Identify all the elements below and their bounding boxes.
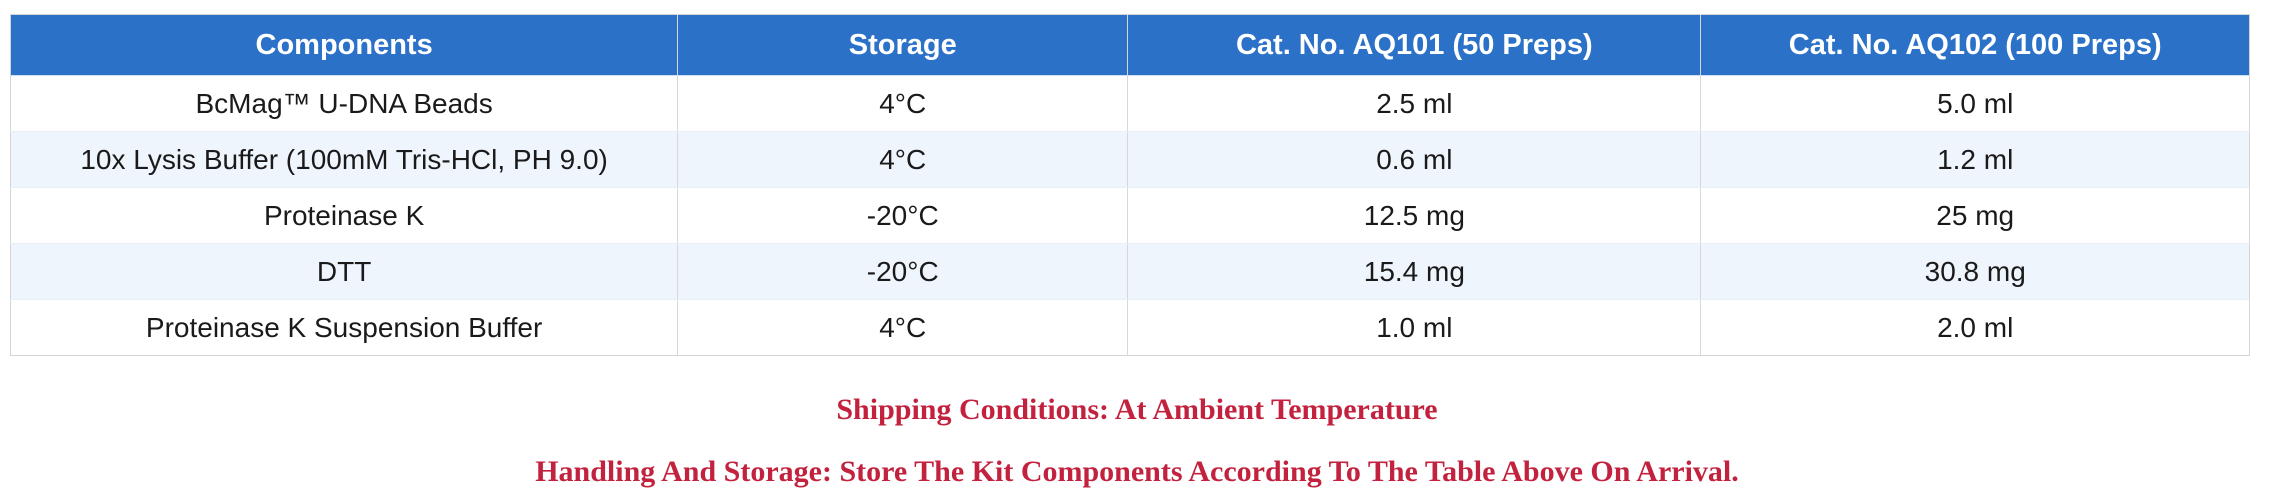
cell-aq101-amount: 2.5 ml [1127, 75, 1702, 132]
cell-component: BcMag™ U-DNA Beads [10, 75, 679, 132]
cell-component: DTT [10, 243, 679, 300]
notes-section: Shipping Conditions: At Ambient Temperat… [0, 395, 2274, 487]
column-header-cat-aq102: Cat. No. AQ102 (100 Preps) [1700, 14, 2250, 76]
cell-aq102-amount: 25 mg [1700, 187, 2250, 244]
cell-component: Proteinase K Suspension Buffer [10, 299, 679, 356]
column-header-storage: Storage [677, 14, 1129, 76]
cell-storage: 4°C [677, 299, 1129, 356]
kit-components-table: Components Storage Cat. No. AQ101 (50 Pr… [10, 14, 2250, 356]
column-header-components: Components [10, 14, 679, 76]
handling-storage-note: Handling And Storage: Store The Kit Comp… [535, 455, 1739, 488]
column-header-cat-aq101: Cat. No. AQ101 (50 Preps) [1127, 14, 1702, 76]
cell-storage: -20°C [677, 243, 1129, 300]
cell-storage: 4°C [677, 131, 1129, 188]
cell-component: Proteinase K [10, 187, 679, 244]
table-row: Proteinase K Suspension Buffer 4°C 1.0 m… [10, 299, 2250, 356]
shipping-conditions-note: Shipping Conditions: At Ambient Temperat… [836, 393, 1438, 426]
cell-storage: -20°C [677, 187, 1129, 244]
cell-aq101-amount: 15.4 mg [1127, 243, 1702, 300]
table-row: BcMag™ U-DNA Beads 4°C 2.5 ml 5.0 ml [10, 75, 2250, 132]
table-row: DTT -20°C 15.4 mg 30.8 mg [10, 243, 2250, 300]
cell-storage: 4°C [677, 75, 1129, 132]
cell-aq102-amount: 30.8 mg [1700, 243, 2250, 300]
cell-aq102-amount: 5.0 ml [1700, 75, 2250, 132]
cell-aq101-amount: 1.0 ml [1127, 299, 1702, 356]
cell-aq102-amount: 2.0 ml [1700, 299, 2250, 356]
table-header-row: Components Storage Cat. No. AQ101 (50 Pr… [10, 14, 2250, 76]
table-row: 10x Lysis Buffer (100mM Tris-HCl, PH 9.0… [10, 131, 2250, 188]
cell-aq102-amount: 1.2 ml [1700, 131, 2250, 188]
table-row: Proteinase K -20°C 12.5 mg 25 mg [10, 187, 2250, 244]
cell-aq101-amount: 12.5 mg [1127, 187, 1702, 244]
cell-aq101-amount: 0.6 ml [1127, 131, 1702, 188]
cell-component: 10x Lysis Buffer (100mM Tris-HCl, PH 9.0… [10, 131, 679, 188]
